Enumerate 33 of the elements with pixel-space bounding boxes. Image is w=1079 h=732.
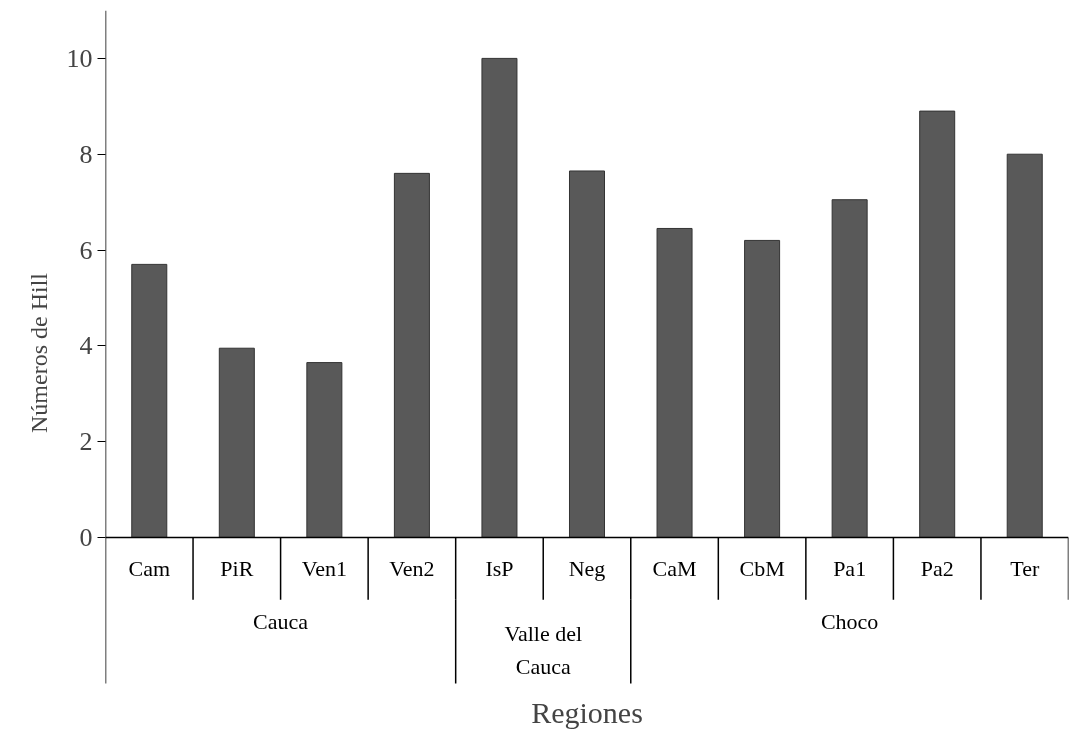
y-tick-label: 8	[79, 139, 93, 169]
bar	[131, 263, 168, 538]
x-tick-label: Ter	[1010, 556, 1040, 582]
x-axis-title: Regiones	[531, 695, 643, 729]
x-tick-label: Ven2	[389, 556, 435, 582]
bar	[393, 172, 430, 538]
x-tick-label: Pa1	[833, 556, 867, 582]
bar	[744, 239, 781, 538]
y-tick-label: 2	[79, 427, 93, 457]
x-tick-label: IsP	[485, 556, 514, 582]
bar	[831, 199, 868, 538]
bar	[306, 362, 343, 538]
bar	[218, 347, 255, 538]
y-tick-label: 4	[79, 331, 93, 361]
x-tick-label: Ven1	[301, 556, 347, 582]
y-tick-label: 0	[79, 522, 93, 552]
bar	[919, 110, 956, 538]
x-tick-label: CaM	[652, 556, 697, 582]
x-tick-label: CbM	[739, 556, 785, 582]
bar	[1006, 153, 1043, 538]
text: Cauca	[253, 608, 309, 634]
x-tick-label: Pa2	[920, 556, 954, 582]
y-axis-title: Números de Hill	[25, 272, 52, 433]
text: Valle del Cauca	[504, 621, 583, 679]
x-tick-label: Neg	[568, 556, 606, 582]
x-tick-label: Cam	[128, 556, 171, 582]
y-tick-label: 6	[79, 235, 93, 265]
bar	[568, 170, 606, 538]
bar	[481, 57, 518, 538]
x-tick-label: PiR	[220, 556, 254, 582]
y-tick-label: 10	[66, 43, 93, 73]
text: Choco	[820, 608, 879, 634]
bar	[656, 227, 693, 538]
